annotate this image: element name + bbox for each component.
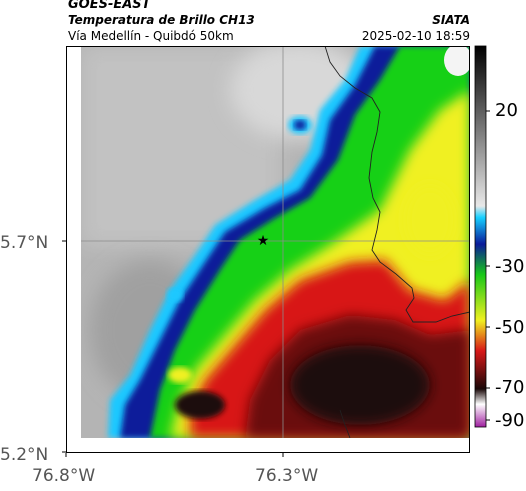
cloud-core-black [290, 345, 430, 425]
colorbar-tick-label: 20 [495, 100, 518, 121]
border-line [324, 46, 470, 323]
colorbar-tick-label: -90 [495, 410, 525, 431]
lon-tick-label: 76.8°W [32, 466, 96, 486]
colorbar-tick-label: -50 [495, 317, 525, 338]
plot-frame [66, 46, 470, 453]
timestamp-label: 2025-02-10 18:59 [361, 29, 470, 43]
lon-tick-label: 76.3°W [255, 466, 319, 486]
product-title: Temperatura de Brillo CH13 [68, 13, 255, 27]
lat-tick-label: 5.2°N [0, 445, 49, 465]
agency-label: SIATA [432, 13, 470, 27]
colorbar-tick-label: -70 [495, 377, 525, 398]
colorbar-tick-label: -30 [495, 256, 525, 277]
satellite-image [81, 46, 470, 438]
star-icon: ★ [257, 233, 270, 249]
colorbar [474, 45, 487, 428]
satellite-title: GOES-EAST [68, 0, 151, 12]
colorbar-ticks [486, 110, 490, 421]
lat-tick-label: 5.7°N [0, 233, 49, 253]
region-subtitle: Vía Medellín - Quibdó 50km [68, 29, 234, 43]
